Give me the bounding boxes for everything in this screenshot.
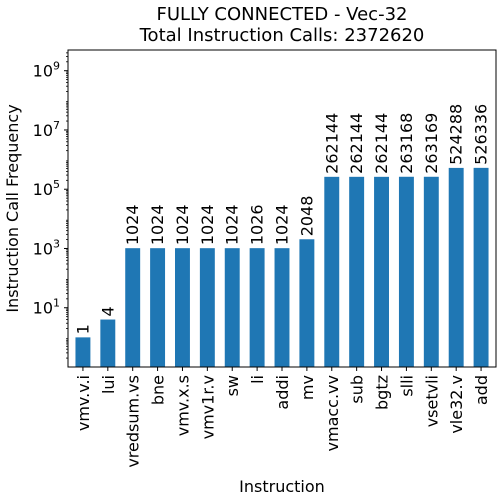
bar-vmv.x.s — [175, 248, 190, 367]
bar-mv — [299, 239, 315, 367]
x-tick-label: sw — [223, 375, 242, 396]
bar-sub — [349, 176, 365, 367]
bar-value-label: 1024 — [173, 204, 192, 245]
x-tick-label: lui — [99, 375, 118, 394]
bar-value-label: 1024 — [148, 204, 167, 245]
chart-title-line1: FULLY CONNECTED - Vec-32 — [157, 4, 408, 25]
x-tick-label: bgtz — [373, 375, 392, 410]
x-tick-label: vmv.v.i — [74, 375, 93, 431]
bar-value-label: 1026 — [248, 204, 267, 245]
x-axis-label: Instruction — [239, 477, 325, 496]
bar-value-label: 4 — [98, 306, 117, 316]
bar-value-label: 1024 — [123, 204, 142, 245]
plot-frame — [67, 49, 497, 368]
x-tick-label: li — [248, 375, 267, 384]
bar-vmv.v.i — [75, 337, 91, 367]
bar-vredsum.vs — [125, 248, 141, 367]
bar-vsetvli — [423, 176, 439, 367]
bar-value-label: 263168 — [397, 113, 416, 174]
bar-value-label: 1024 — [223, 204, 242, 245]
bar-li — [249, 248, 265, 367]
bar-value-label: 1 — [73, 324, 92, 334]
x-tick-label: bne — [149, 375, 168, 405]
x-tick-label: addi — [273, 375, 292, 410]
y-axis-label: Instruction Call Frequency — [3, 104, 22, 312]
bar-value-label: 1024 — [198, 204, 217, 245]
bar-value-label: 262144 — [347, 113, 366, 174]
bar-value-label: 263169 — [422, 113, 441, 174]
y-tick-label: 109 — [33, 60, 60, 81]
bar-bgtz — [374, 176, 389, 367]
y-tick-label: 105 — [33, 178, 60, 199]
chart-title-line2: Total Instruction Calls: 2372620 — [139, 25, 425, 46]
bar-slli — [398, 176, 414, 367]
x-tick-label: add — [472, 375, 491, 405]
bar-value-label: 526336 — [472, 104, 491, 165]
bars-layer: 14 1024 1024 1024 1024 1024 1026 1024 2048 262144… — [73, 104, 491, 367]
bar-sw — [224, 248, 240, 367]
x-tick-label: slli — [397, 375, 416, 397]
x-tick-label: mv — [298, 375, 317, 400]
bar-vmv1r.v — [199, 248, 215, 367]
bar-value-label: 1024 — [273, 204, 292, 245]
bar-bne — [150, 248, 166, 367]
bar-addi — [274, 248, 290, 367]
x-tick-label: vsetvli — [422, 375, 441, 427]
x-tick-label: vmv.x.s — [173, 375, 192, 436]
bar-value-label: 2048 — [297, 196, 316, 237]
bar-lui — [100, 319, 116, 367]
x-tick-label: vmv1r.v — [198, 375, 217, 439]
y-tick-label: 103 — [33, 237, 60, 258]
bar-vle32.v — [448, 167, 464, 367]
bar-value-label: 262144 — [322, 113, 341, 174]
y-tick-label: 107 — [33, 119, 60, 140]
y-tick-label: 101 — [33, 297, 60, 318]
bar-vmacc.vv — [324, 176, 340, 367]
x-axis-ticks: vmv.v.i lui vredsum.vs bne vmv.x.s vmv1r.v sw l… — [74, 367, 491, 468]
bar-value-label: 262144 — [372, 113, 391, 174]
x-tick-label: vmacc.vv — [323, 375, 342, 451]
x-tick-label: vredsum.vs — [124, 375, 143, 468]
bar-value-label: 524288 — [447, 104, 466, 165]
x-tick-label: vle32.v — [447, 375, 466, 434]
bar-add — [473, 167, 489, 367]
x-tick-label: sub — [348, 375, 367, 404]
